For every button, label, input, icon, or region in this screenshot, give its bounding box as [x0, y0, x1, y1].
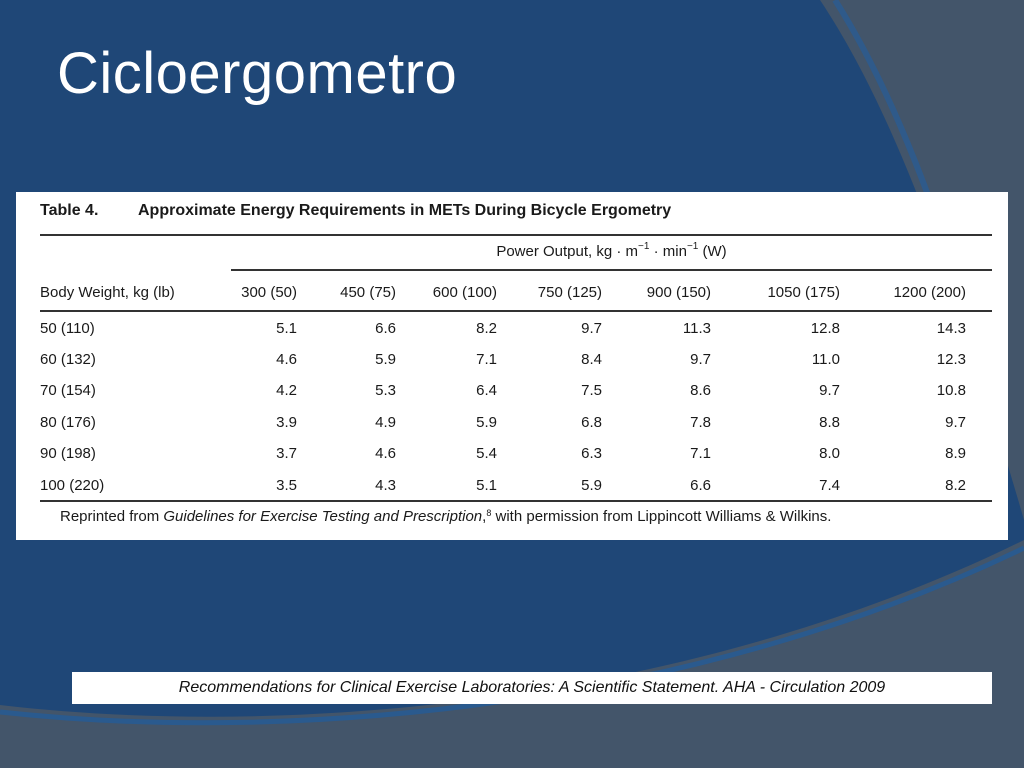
row-label: 80 (176) — [40, 414, 96, 431]
table-cell: 7.1 — [690, 445, 711, 462]
table-cell: 5.9 — [476, 414, 497, 431]
table-cell: 6.6 — [375, 320, 396, 337]
table-cell: 12.3 — [936, 351, 966, 368]
column-header: 300 (50) — [241, 284, 297, 301]
table-cell: 6.4 — [476, 382, 497, 399]
table-cell: 6.8 — [581, 414, 602, 431]
table-cell: 5.1 — [276, 320, 297, 337]
table-cell: 3.5 — [276, 477, 297, 494]
right-curve-band — [820, 0, 1024, 520]
table-cell: 14.3 — [936, 320, 966, 337]
table-cell: 4.3 — [375, 477, 396, 494]
table-cell: 4.6 — [375, 445, 396, 462]
citation-box: Recommendations for Clinical Exercise La… — [72, 672, 992, 704]
slide-title: Cicloergometro — [57, 41, 458, 106]
row-label: 70 (154) — [40, 382, 96, 399]
table-cell: 6.6 — [690, 477, 711, 494]
table-cell: 8.9 — [945, 445, 966, 462]
table-cell: 12.8 — [810, 320, 840, 337]
footnote-source-title: Guidelines for Exercise Testing and Pres… — [163, 508, 483, 525]
table-cell: 7.8 — [690, 414, 711, 431]
table-cell: 9.7 — [690, 351, 711, 368]
table-cell: 8.4 — [581, 351, 602, 368]
table-cell: 9.7 — [945, 414, 966, 431]
column-header: 450 (75) — [340, 284, 396, 301]
table-cell: 7.1 — [476, 351, 497, 368]
table-cell: 11.0 — [811, 351, 840, 368]
column-header: 750 (125) — [537, 284, 602, 301]
table-cell: 5.9 — [375, 351, 396, 368]
citation-text: Recommendations for Clinical Exercise La… — [178, 679, 886, 696]
table-cell: 5.1 — [476, 477, 497, 494]
table-cell: 8.2 — [945, 477, 966, 494]
table-cell: 3.7 — [276, 445, 297, 462]
table-cell: 10.8 — [936, 382, 966, 399]
table-cell: 4.9 — [375, 414, 396, 431]
group-header-rule — [231, 269, 992, 271]
row-label: 90 (198) — [40, 445, 96, 462]
table-cell: 6.3 — [581, 445, 602, 462]
row-label: 50 (110) — [40, 320, 95, 337]
table-bottom-rule — [40, 500, 992, 502]
column-header: 1050 (175) — [767, 284, 840, 301]
table-cell: 8.2 — [476, 320, 497, 337]
table-cell: 4.6 — [276, 351, 297, 368]
row-label: 60 (132) — [40, 351, 96, 368]
column-header: 900 (150) — [646, 284, 711, 301]
table-cell: 8.6 — [690, 382, 711, 399]
table-caption: Table 4. Approximate Energy Requirements … — [40, 202, 671, 220]
table-caption-title: Approximate Energy Requirements in METs … — [138, 202, 672, 219]
table-cell: 9.7 — [819, 382, 840, 399]
table-top-rule — [40, 234, 992, 236]
bottom-curve-band — [0, 540, 1024, 768]
table-cell: 7.5 — [581, 382, 602, 399]
column-header: 600 (100) — [432, 284, 497, 301]
column-header: 1200 (200) — [893, 284, 966, 301]
table-cell: 3.9 — [276, 414, 297, 431]
table-cell: 5.4 — [476, 445, 497, 462]
column-group-header: Power Output, kg · m−1 · min−1 (W) — [496, 241, 727, 261]
row-header-label: Body Weight, kg (lb) — [40, 284, 175, 301]
table-cell: 11.3 — [682, 320, 711, 337]
table-cell: 5.9 — [581, 477, 602, 494]
table-caption-number: Table 4. — [40, 202, 99, 219]
table-footnote: Reprinted from Guidelines for Exercise T… — [60, 508, 832, 525]
table-cell: 9.7 — [581, 320, 602, 337]
table-cell: 7.4 — [819, 477, 840, 494]
header-bottom-rule — [40, 310, 992, 312]
table-cell: 8.0 — [819, 445, 840, 462]
table-cell: 5.3 — [375, 382, 396, 399]
table-cell: 8.8 — [819, 414, 840, 431]
table-cell: 4.2 — [276, 382, 297, 399]
table-image-panel: Table 4. Approximate Energy Requirements … — [16, 192, 1008, 540]
row-label: 100 (220) — [40, 477, 105, 494]
